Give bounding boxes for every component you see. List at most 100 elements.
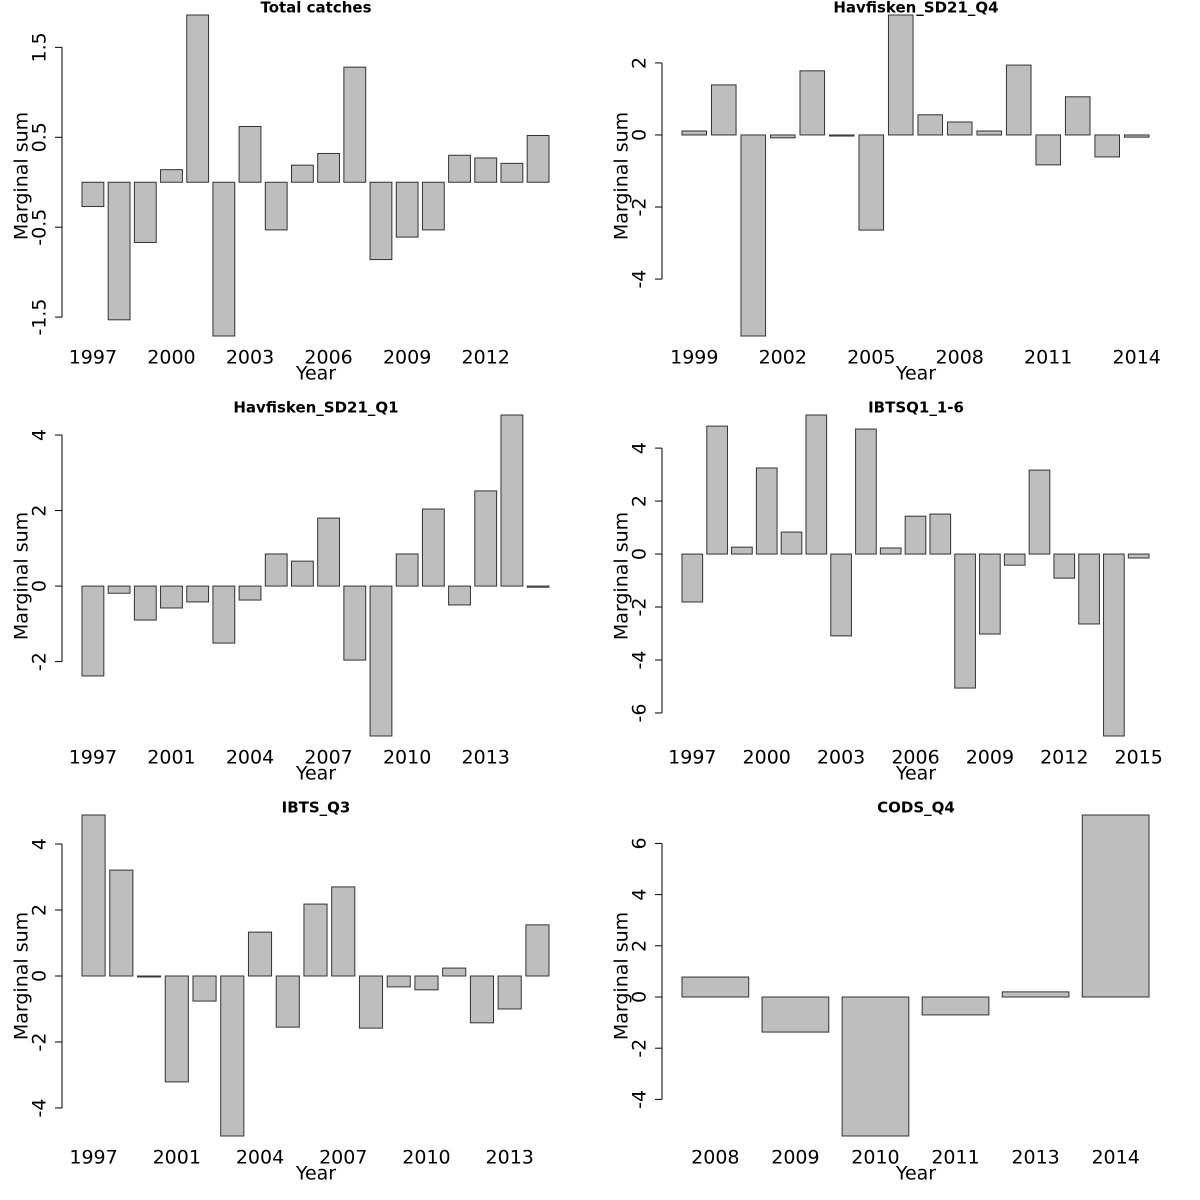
bar [133,181,157,243]
x-tick-label: 2007 [304,747,352,769]
y-axis-label: Marginal sum [611,912,633,1040]
bar [904,515,927,555]
bar [681,130,708,136]
y-axis-label: Marginal sum [11,912,33,1040]
bar [421,508,445,587]
y-tick-label: -4 [629,1090,651,1109]
bar [264,553,288,587]
bar [1103,553,1125,737]
bar [212,585,236,644]
bar [1064,96,1091,136]
y-tick-label: -2 [629,598,651,617]
bar [275,975,300,1028]
bar [414,975,439,991]
x-tick-label: 2015 [1114,747,1162,769]
bar [469,975,495,1024]
bar [917,114,944,136]
x-tick-label: 2001 [147,747,195,769]
y-tick-label: 2 [629,57,651,69]
bar [343,66,367,183]
x-axis-label: Year [295,1163,336,1185]
bar [525,924,550,977]
bar [761,996,830,1033]
bar [828,134,855,137]
x-tick-label: 2010 [851,1147,899,1169]
y-tick-label: 0.5 [29,122,51,152]
y-tick-label: -4 [29,1098,51,1117]
y-tick-label: 4 [29,838,51,850]
chart-title: Havfisken_SD21_Q4 [833,0,998,17]
x-tick-label: 2010 [383,747,431,769]
bar [497,975,522,1010]
x-tick-label: 2004 [226,747,274,769]
x-tick-label: 2011 [931,1147,979,1169]
bar [755,467,778,555]
x-tick-label: 2013 [462,747,510,769]
bar [395,181,419,238]
y-tick-label: 2 [29,504,51,516]
x-axis-label: Year [295,763,336,785]
bar [247,931,273,977]
bar [526,134,550,183]
bar [109,869,134,977]
y-tick-label: 0 [29,580,51,592]
bar [212,181,236,337]
bar [946,121,973,136]
bar [331,886,356,977]
y-tick-label: 2 [629,940,651,952]
bar [448,154,471,183]
x-tick-label: 2009 [383,347,431,369]
bar [681,553,704,603]
y-tick-label: 0 [629,129,651,141]
x-tick-label: 2006 [304,347,352,369]
y-tick-label: -6 [629,703,651,722]
bar [805,414,828,555]
bar [769,134,796,139]
x-tick-label: 1997 [69,347,117,369]
bar [290,560,314,587]
bar [81,585,105,677]
x-tick-label: 2003 [226,347,274,369]
bar [841,996,910,1137]
bar [887,14,914,136]
bar [1035,134,1062,166]
bar [474,157,498,183]
chart-title: Total catches [260,0,371,17]
x-tick-label: 1999 [670,347,718,369]
bar [160,169,183,183]
x-tick-label: 2003 [817,747,865,769]
bar [1001,991,1070,998]
bar [343,585,367,661]
y-tick-label: -2 [29,652,51,671]
bar [500,162,524,183]
x-tick-label: 2002 [759,347,807,369]
x-tick-label: 2005 [847,347,895,369]
y-tick-label: 0 [629,991,651,1003]
bar [929,513,952,555]
bar [979,553,1001,635]
bar [107,181,131,321]
bar [220,975,245,1137]
x-tick-label: 2010 [402,1147,450,1169]
bar [858,134,885,231]
x-tick-label: 2013 [486,1147,534,1169]
bar [369,585,393,737]
bar [1005,64,1032,136]
bar [395,553,419,587]
bar [526,585,550,588]
chart-title: Havfisken_SD21_Q1 [233,399,398,417]
bar [1127,553,1150,559]
bar [1078,553,1100,625]
y-tick-label: 4 [29,429,51,441]
y-tick-label: 4 [629,889,651,901]
y-tick-label: -0.5 [29,209,51,246]
x-tick-label: 2006 [891,747,939,769]
bar [954,553,976,689]
chart-title: IBTS_Q3 [282,799,351,817]
bar [386,975,411,988]
bar [186,14,210,183]
y-tick-label: -4 [629,270,651,289]
x-tick-label: 2014 [1113,347,1161,369]
bar [186,585,210,603]
